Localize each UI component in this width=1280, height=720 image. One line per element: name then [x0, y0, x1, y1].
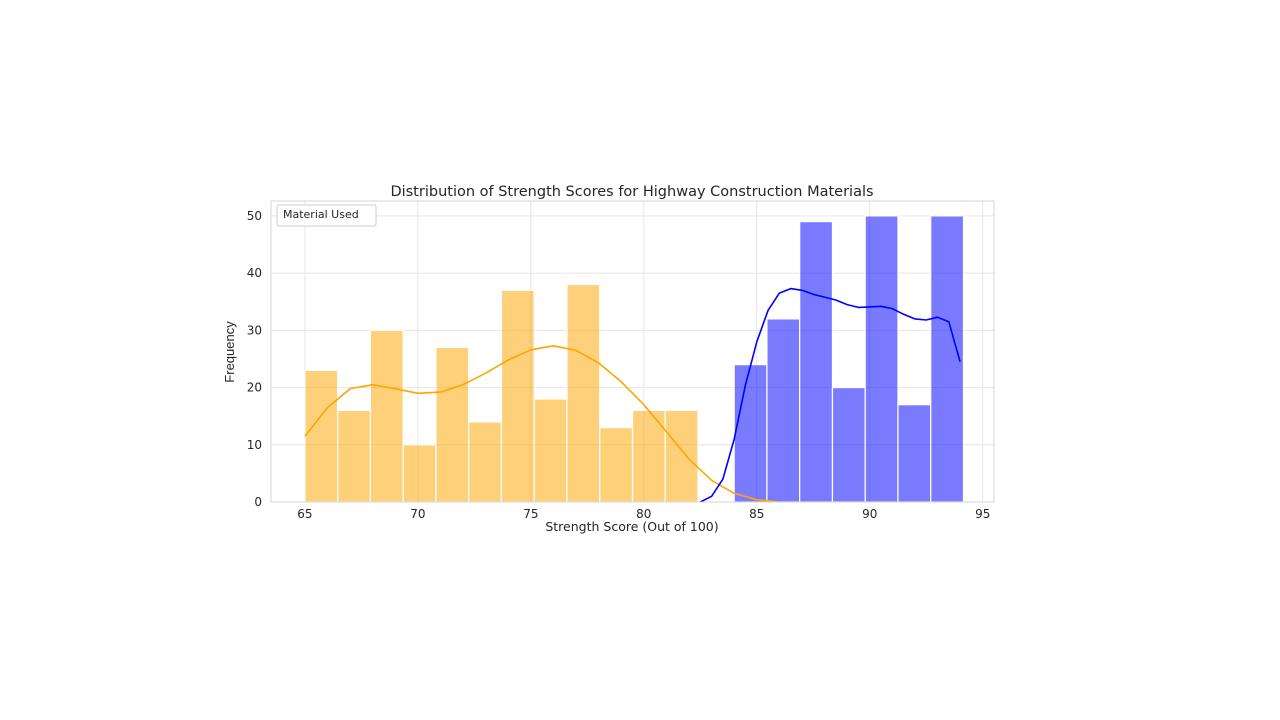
x-tick-label: 80	[636, 507, 651, 521]
y-tick-label: 10	[247, 438, 262, 452]
legend-title: Material Used	[283, 208, 359, 221]
bar-series-1-bin-2	[337, 409, 372, 503]
bar-series-1-bin-10	[599, 427, 634, 503]
histogram-bars	[304, 215, 965, 503]
bar-series-2-bin-1	[733, 364, 768, 503]
y-tick-label: 40	[247, 266, 262, 280]
bar-series-1-bin-6	[468, 421, 503, 503]
kde-curves	[304, 287, 961, 503]
bar-series-1-bin-1	[304, 369, 339, 503]
bar-series-1-bin-7	[500, 289, 535, 503]
legend-box	[276, 204, 377, 227]
bar-series-2-bin-4	[831, 386, 866, 503]
x-tick-label: 90	[862, 507, 877, 521]
bar-series-2-bin-6	[897, 404, 932, 503]
bar-series-1-bin-4	[402, 444, 437, 503]
bar-series-1-bin-12	[664, 409, 699, 503]
bar-series-1-bin-9	[566, 283, 601, 503]
y-tick-label: 30	[247, 323, 262, 337]
x-tick-label: 70	[410, 507, 425, 521]
bar-series-1-bin-3	[369, 329, 404, 503]
chart-title: Distribution of Strength Scores for High…	[390, 184, 873, 200]
bar-series-2-bin-5	[864, 215, 899, 503]
y-tick-label: 50	[247, 209, 262, 223]
bar-series-2-bin-2	[766, 318, 801, 503]
x-tick-label: 85	[749, 507, 764, 521]
x-axis-label: Strength Score (Out of 100)	[545, 519, 718, 534]
bar-series-2-bin-3	[799, 221, 834, 503]
y-tick-labels: 0 10 20 30 40 50	[247, 209, 262, 509]
kde-line-series-1	[304, 345, 780, 503]
bar-series-1-bin-5	[435, 346, 470, 503]
x-tick-labels: 65 70 75 80 85 90 95	[297, 507, 990, 521]
y-axis-label: Frequency	[222, 321, 237, 383]
kde-line-series-2	[699, 287, 961, 503]
x-tick-label: 95	[975, 507, 990, 521]
plot-frame	[270, 200, 995, 503]
bar-series-1-bin-8	[533, 398, 568, 503]
x-tick-label: 75	[523, 507, 538, 521]
x-tick-label: 65	[297, 507, 312, 521]
y-tick-label: 20	[247, 381, 262, 395]
y-tick-label: 0	[254, 495, 262, 509]
legend: Material Used	[276, 204, 377, 227]
